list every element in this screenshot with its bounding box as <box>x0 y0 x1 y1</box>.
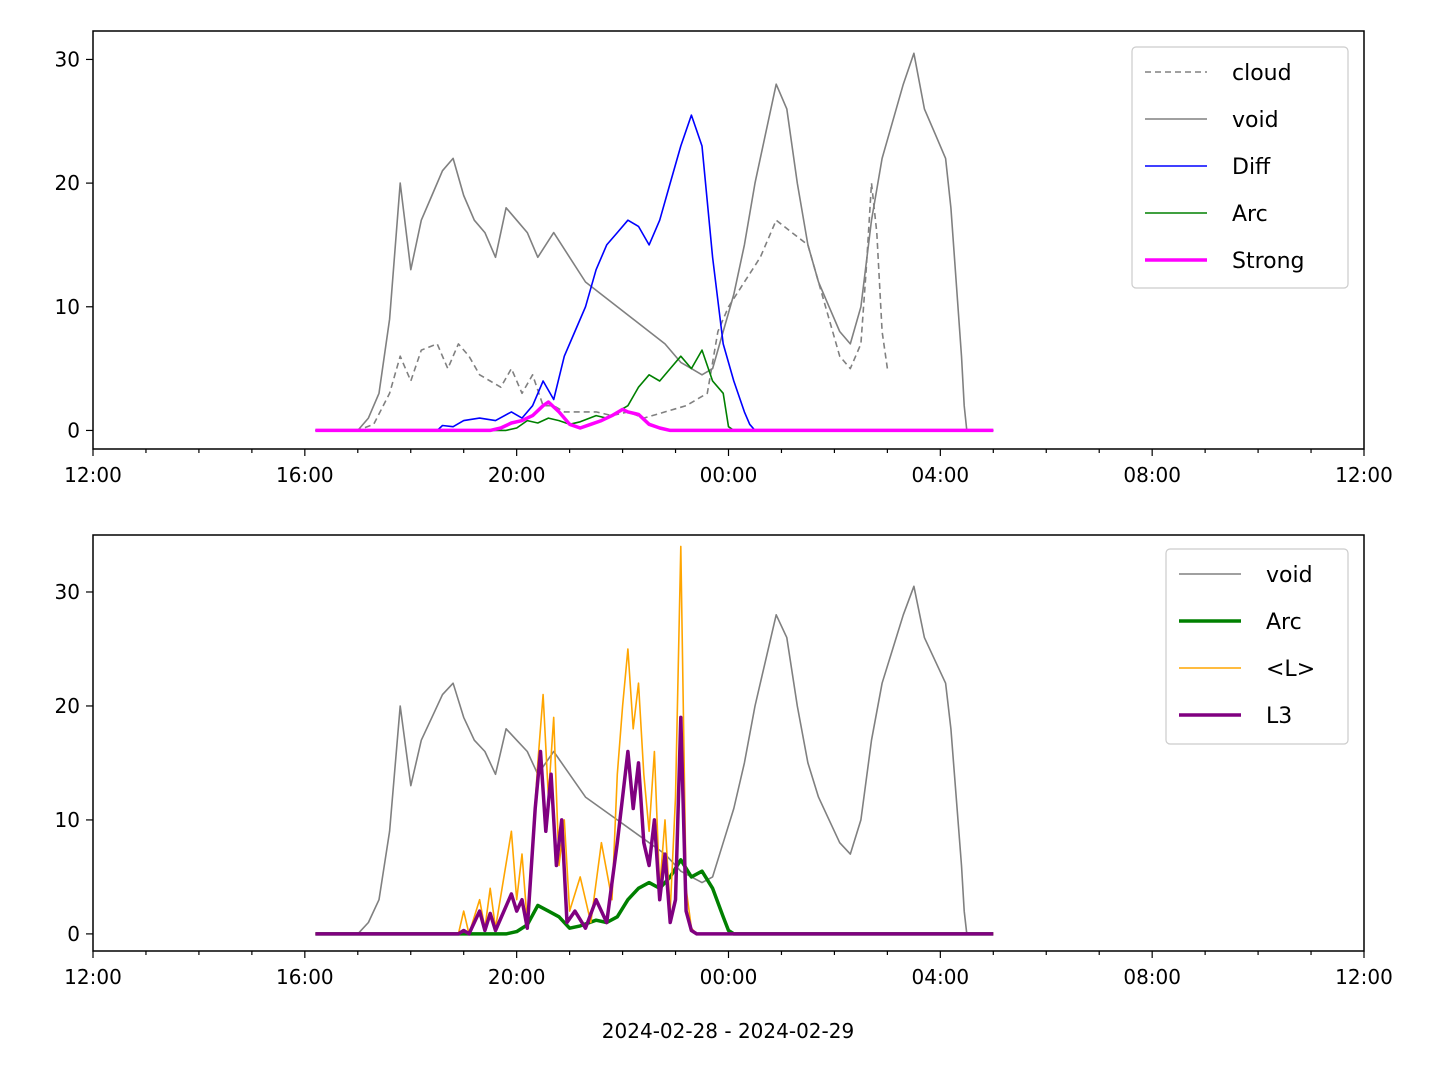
series-line-diff <box>315 114 994 432</box>
bottom-chart-panel: 12:00 16:00 20:00 00:00 04:00 08:00 12:00 0 10 20… <box>55 534 1393 989</box>
legend-label-cloud: cloud <box>1232 61 1292 86</box>
series-line-void <box>315 585 994 935</box>
bottom-x-axis-label: 2024-02-28 - 2024-02-29 <box>602 1019 854 1043</box>
legend-label-l3: L3 <box>1266 704 1292 729</box>
y-tick-label: 10 <box>55 295 80 319</box>
x-tick-label: 12:00 <box>1335 965 1393 989</box>
x-tick-label: 16:00 <box>276 965 334 989</box>
x-tick-label: 12:00 <box>64 463 122 487</box>
top-chart-panel: 12:00 16:00 20:00 00:00 04:00 08:00 12:00 0 10 20… <box>55 30 1393 487</box>
x-tick-label: 12:00 <box>64 965 122 989</box>
legend-label-void: void <box>1266 563 1313 588</box>
legend-label-void: void <box>1232 108 1279 133</box>
x-tick-label: 16:00 <box>276 463 334 487</box>
x-tick-label: 08:00 <box>1123 965 1181 989</box>
legend: void Arc <L> L3 <box>1165 548 1349 745</box>
series-line-cloud <box>315 182 889 432</box>
series-line-l3 <box>315 715 994 936</box>
x-tick-label: 04:00 <box>912 965 970 989</box>
legend-label-arc: Arc <box>1232 202 1268 227</box>
y-tick-label: 30 <box>55 47 80 71</box>
legend-label-arc: Arc <box>1266 610 1302 635</box>
legend-label-l: <L> <box>1266 657 1315 682</box>
legend-label-diff: Diff <box>1232 155 1271 180</box>
x-tick-label: 12:00 <box>1335 463 1393 487</box>
y-tick-label: 20 <box>55 694 80 718</box>
y-tick-label: 20 <box>55 171 80 195</box>
series-line-void <box>315 52 994 432</box>
x-tick-label: 08:00 <box>1123 463 1181 487</box>
series-line-arc <box>315 858 994 936</box>
x-tick-label: 04:00 <box>912 463 970 487</box>
legend-label-strong: Strong <box>1232 249 1305 274</box>
series-line-arc <box>315 349 994 432</box>
legend: cloud void Diff Arc Strong <box>1131 46 1349 289</box>
y-tick-label: 30 <box>55 580 80 604</box>
y-tick-label: 0 <box>67 922 80 946</box>
x-tick-label: 20:00 <box>488 463 546 487</box>
legend-box <box>1131 46 1349 289</box>
x-tick-label: 00:00 <box>700 463 758 487</box>
x-tick-label: 20:00 <box>488 965 546 989</box>
legend-box <box>1165 548 1349 745</box>
y-tick-label: 10 <box>55 808 80 832</box>
series-line-strong <box>315 400 994 433</box>
y-tick-label: 0 <box>67 418 80 442</box>
x-tick-label: 00:00 <box>700 965 758 989</box>
